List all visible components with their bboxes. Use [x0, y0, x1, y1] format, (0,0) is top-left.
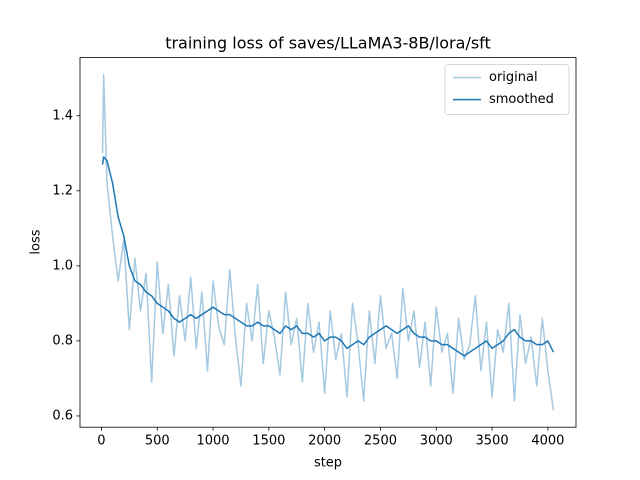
x-axis-label: step: [314, 456, 342, 471]
line-series: [101, 156, 555, 357]
x-tick-label: 2500: [364, 434, 397, 449]
x-tick-label: 500: [145, 434, 170, 449]
y-tick-label: 0.6: [52, 408, 73, 423]
x-tick-label: 4000: [531, 434, 564, 449]
x-tick-label: 3000: [420, 434, 453, 449]
y-tick-label: 1.4: [52, 108, 73, 123]
chart-title: training loss of saves/LLaMA3-8B/lora/sf…: [165, 34, 491, 53]
x-tick-label: 1500: [252, 434, 285, 449]
x-tick-label: 1000: [196, 434, 229, 449]
x-tick-label: 2000: [308, 434, 341, 449]
y-tick-label: 1.0: [52, 258, 73, 273]
y-tick-label: 1.2: [52, 183, 73, 198]
legend-box: [444, 64, 570, 115]
x-tick-label: 3500: [476, 434, 509, 449]
x-tick-label: 0: [97, 434, 105, 449]
plot-frame: [79, 57, 577, 428]
legend-label: smoothed: [489, 92, 554, 107]
y-axis-label: loss: [29, 229, 44, 254]
y-tick-label: 0.8: [52, 333, 73, 348]
legend-label: original: [489, 70, 538, 85]
line-series: [101, 73, 555, 411]
